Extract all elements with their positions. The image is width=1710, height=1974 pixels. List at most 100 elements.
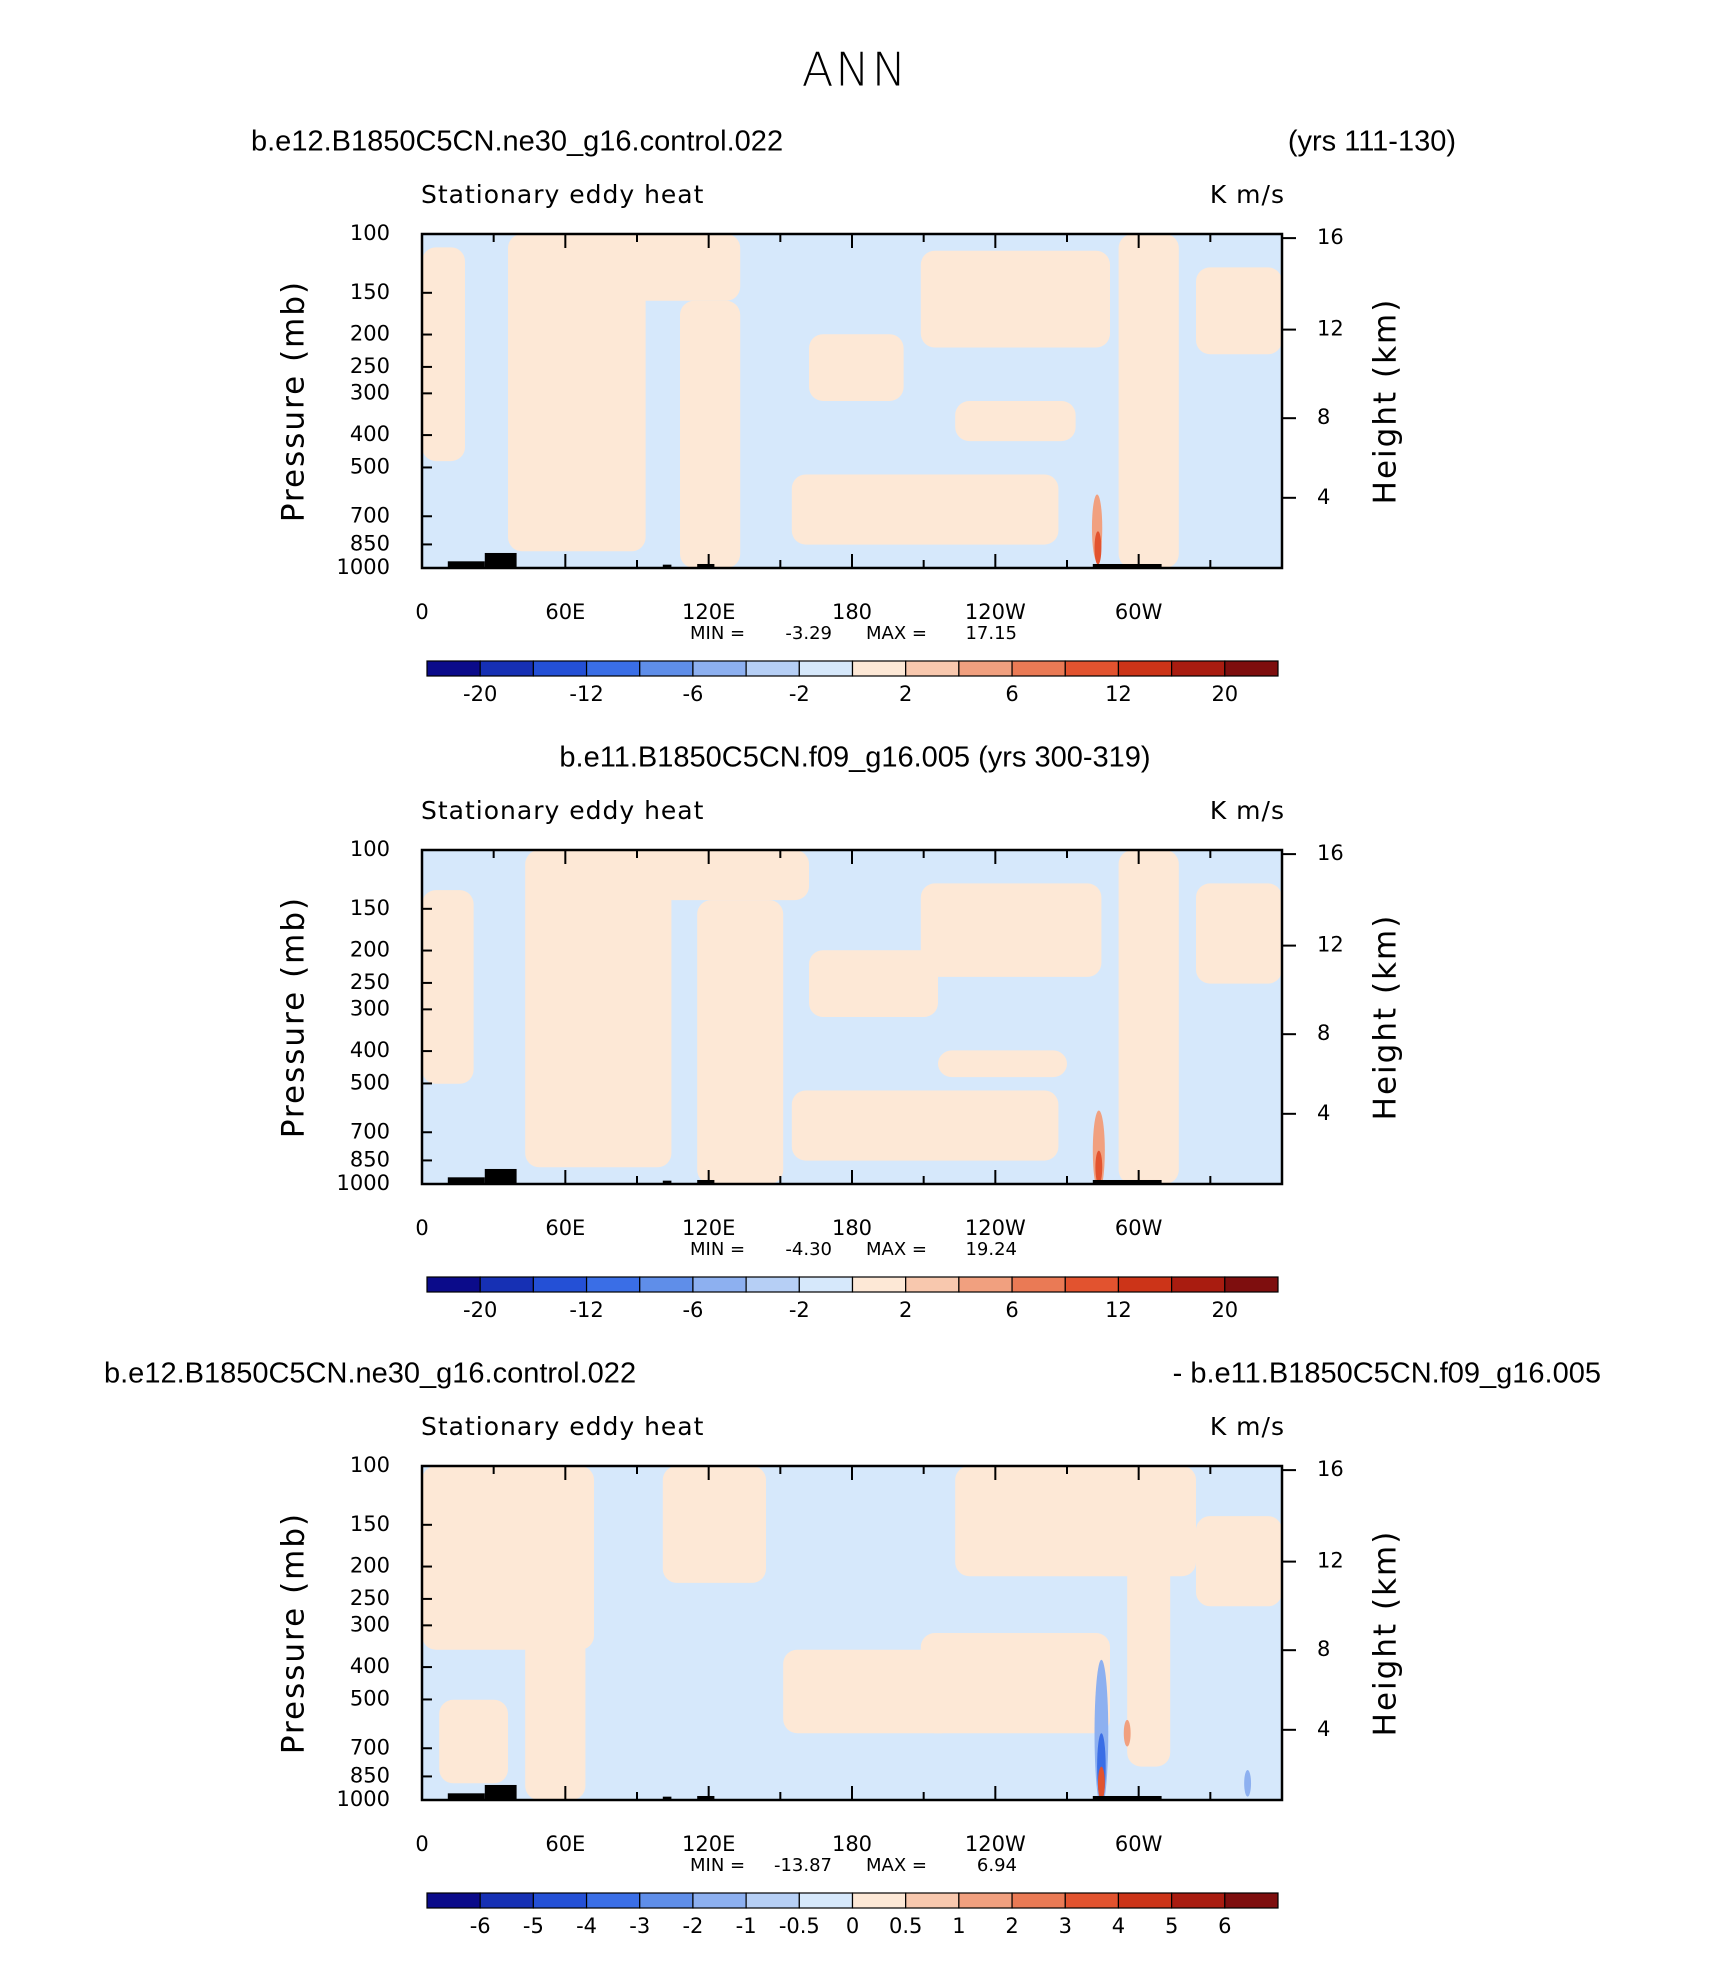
colorbar-box [532, 1892, 588, 1909]
x-tick-label: 180 [832, 1832, 872, 1856]
colorbar-label: 2 [899, 1298, 912, 1322]
colorbar-label: -2 [682, 1914, 703, 1938]
contour-field [422, 1466, 1282, 1800]
y-tick-label: 100 [350, 1453, 390, 1477]
colorbar-box [426, 1276, 481, 1293]
x-tick-label: 120E [682, 1832, 735, 1856]
y-tick-label: 300 [350, 996, 390, 1020]
colorbar-label: -20 [463, 682, 497, 706]
colorbar-box [426, 660, 481, 677]
field-region [791, 474, 1059, 545]
colorbar-label: 12 [1105, 682, 1132, 706]
colorbar-box [851, 1276, 907, 1293]
field-region [697, 900, 784, 1184]
colorbar-label: 6 [1005, 1298, 1018, 1322]
field-region [920, 883, 1102, 977]
field-region [938, 1050, 1067, 1078]
terrain [662, 1180, 672, 1184]
y-tick-label: 100 [350, 221, 390, 245]
field-region [1127, 1466, 1171, 1767]
colorbar-box [1224, 1276, 1279, 1293]
colorbar-box [1224, 660, 1279, 677]
colorbar-box [1171, 1892, 1226, 1909]
colorbar-box [1011, 1276, 1066, 1293]
subtitle-right: K m/s [1210, 796, 1285, 825]
colorbar-label: 20 [1211, 1298, 1238, 1322]
panel-title-left: b.e12.B1850C5CN.ne30_g16.control.022 [251, 126, 783, 158]
colorbar-box [479, 1892, 534, 1909]
y-tick-label: 200 [350, 938, 390, 962]
colorbar-label: -2 [789, 682, 810, 706]
terrain [484, 552, 517, 568]
panel-title-right: - b.e11.B1850C5CN.f09_g16.005 [1173, 1358, 1601, 1390]
y-tick-label: 1000 [337, 1787, 390, 1811]
colorbar-box [1117, 1892, 1173, 1909]
x-tick-label: 120E [682, 600, 735, 624]
colorbar-label: 12 [1105, 1298, 1132, 1322]
y2-tick-label: 4 [1317, 1717, 1330, 1741]
y-tick-label: 400 [350, 422, 390, 446]
y-axis-label: Pressure (mb) [276, 896, 312, 1138]
field-extreme [1095, 1150, 1103, 1184]
y2-tick-label: 4 [1317, 485, 1330, 509]
colorbar-label: -12 [569, 682, 603, 706]
colorbar-label: 0.5 [889, 1914, 922, 1938]
colorbar-box [639, 660, 694, 677]
colorbar-label: -0.5 [779, 1914, 820, 1938]
colorbar-label: 3 [1059, 1914, 1072, 1938]
y-axis-label: Pressure (mb) [276, 280, 312, 522]
terrain [662, 1796, 672, 1800]
contour-field [422, 850, 1282, 1184]
y-tick-label: 400 [350, 1654, 390, 1678]
y-tick-label: 700 [350, 1735, 390, 1759]
y-tick-label: 200 [350, 1554, 390, 1578]
colorbar-label: -5 [523, 1914, 544, 1938]
max-label: MAX = [866, 1855, 927, 1876]
terrain [1092, 1795, 1162, 1800]
terrain [662, 564, 672, 568]
y-tick-label: 100 [350, 837, 390, 861]
y2-tick-label: 16 [1317, 1457, 1344, 1481]
y2-tick-label: 16 [1317, 225, 1344, 249]
y2-tick-label: 8 [1317, 1021, 1330, 1045]
x-tick-label: 0 [415, 1832, 428, 1856]
panel-title-right: (yrs 111-130) [1288, 126, 1456, 158]
field-region [1196, 883, 1282, 984]
colorbar-box [798, 1276, 854, 1293]
terrain [484, 1168, 517, 1184]
colorbar-box [692, 660, 747, 677]
colorbar-box [958, 1276, 1013, 1293]
terrain [1092, 1179, 1162, 1184]
colorbar-box [798, 660, 854, 677]
y-tick-label: 150 [350, 1512, 390, 1536]
max-label: MAX = [866, 623, 927, 644]
colorbar-label: 6 [1218, 1914, 1231, 1938]
field-region [1196, 267, 1282, 355]
terrain [1092, 563, 1162, 568]
terrain [484, 1784, 517, 1800]
field-region [809, 950, 938, 1017]
colorbar-label: 6 [1005, 682, 1018, 706]
field-region [1118, 234, 1179, 568]
y-tick-label: 700 [350, 503, 390, 527]
y2-tick-label: 12 [1317, 317, 1344, 341]
terrain [447, 1177, 485, 1184]
colorbar-box [1064, 1276, 1120, 1293]
subtitle-right: K m/s [1210, 180, 1285, 209]
min-value: -4.30 [785, 1239, 832, 1260]
y2-tick-label: 4 [1317, 1101, 1330, 1125]
field-region [791, 1090, 1059, 1161]
y-tick-label: 850 [350, 531, 390, 555]
field-layer [422, 234, 1282, 568]
y-tick-label: 850 [350, 1147, 390, 1171]
field-extreme [1097, 1766, 1105, 1800]
figure-title: ANN [802, 43, 908, 97]
min-value: -3.29 [785, 623, 832, 644]
x-tick-label: 60W [1115, 600, 1163, 624]
colorbar-label: -6 [470, 1914, 491, 1938]
y-tick-label: 1000 [337, 555, 390, 579]
colorbar-label: -6 [682, 1298, 703, 1322]
y2-axis-label: Height (km) [1368, 298, 1404, 505]
terrain [697, 1179, 715, 1184]
